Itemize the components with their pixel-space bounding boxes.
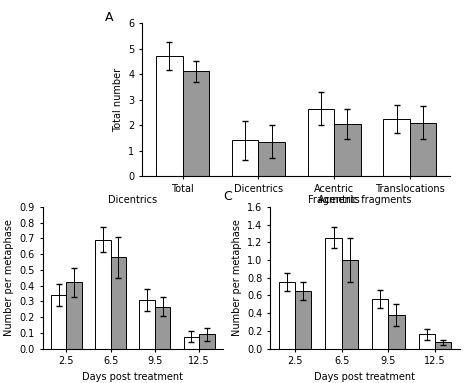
Bar — [232, 141, 258, 176]
Bar — [51, 295, 66, 349]
Bar — [95, 240, 110, 349]
Bar — [410, 123, 436, 176]
Bar — [383, 119, 410, 176]
X-axis label: Days post treatment: Days post treatment — [82, 372, 183, 382]
Bar — [258, 142, 285, 176]
Bar — [279, 282, 295, 349]
Bar — [156, 56, 182, 176]
Y-axis label: Total number: Total number — [113, 67, 123, 132]
Y-axis label: Number per metaphase: Number per metaphase — [232, 219, 242, 336]
Bar — [183, 337, 199, 349]
Title: Acentric fragments: Acentric fragments — [318, 195, 412, 205]
Bar — [388, 315, 405, 349]
Text: C: C — [223, 190, 231, 203]
Bar — [435, 342, 451, 349]
Bar — [110, 257, 126, 349]
Title: Dicentrics: Dicentrics — [108, 195, 157, 205]
Bar — [295, 291, 311, 349]
Bar — [342, 260, 358, 349]
Text: B: B — [0, 190, 1, 203]
Bar — [334, 124, 361, 176]
X-axis label: Days post treatment: Days post treatment — [314, 372, 416, 382]
Bar — [182, 72, 209, 176]
Text: A: A — [105, 11, 114, 24]
Y-axis label: Number per metaphase: Number per metaphase — [4, 219, 14, 336]
Bar — [139, 300, 155, 349]
Bar — [155, 307, 170, 349]
Bar — [66, 282, 82, 349]
Bar — [325, 238, 342, 349]
Bar — [372, 299, 388, 349]
Bar — [199, 334, 215, 349]
Bar — [308, 108, 334, 176]
Bar — [419, 334, 435, 349]
